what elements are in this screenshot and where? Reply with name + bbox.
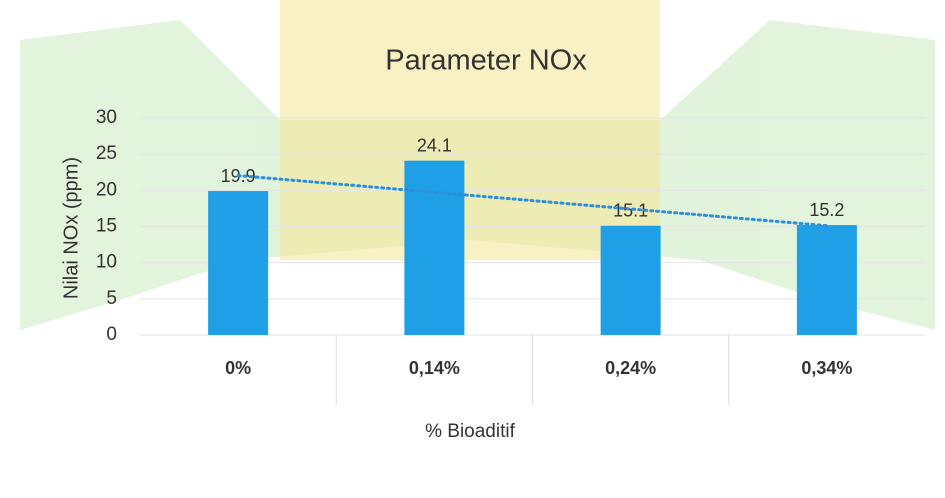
x-tick-label: 0% bbox=[225, 358, 251, 378]
bar bbox=[600, 225, 661, 335]
x-tick-label: 0,34% bbox=[801, 358, 852, 378]
y-tick-label: 0 bbox=[106, 324, 117, 345]
trendline bbox=[236, 174, 829, 228]
bar bbox=[796, 225, 857, 335]
x-tick-label: 0,14% bbox=[409, 358, 460, 378]
y-tick-label: 30 bbox=[96, 107, 117, 128]
x-axis-title: % Bioaditif bbox=[425, 421, 515, 442]
data-label: 15.1 bbox=[613, 201, 648, 221]
bar bbox=[208, 191, 269, 335]
y-tick-label: 15 bbox=[96, 216, 117, 237]
y-tick-label: 20 bbox=[96, 179, 117, 200]
chart-title: Parameter NOx bbox=[385, 45, 587, 77]
watermark-block bbox=[280, 0, 660, 260]
x-tick-label: 0,24% bbox=[605, 358, 656, 378]
data-label: 15.2 bbox=[809, 200, 844, 220]
bar bbox=[404, 160, 465, 335]
y-axis-title: Nilai NOx (ppm) bbox=[60, 157, 82, 299]
y-tick-label: 25 bbox=[96, 143, 117, 164]
y-tick-label: 10 bbox=[96, 252, 117, 273]
data-label: 24.1 bbox=[417, 135, 452, 155]
y-tick-label: 5 bbox=[106, 288, 117, 309]
